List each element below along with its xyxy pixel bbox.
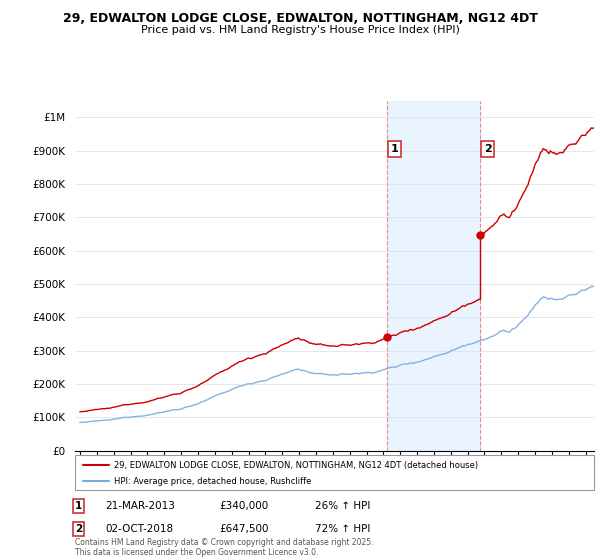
- Text: Price paid vs. HM Land Registry's House Price Index (HPI): Price paid vs. HM Land Registry's House …: [140, 25, 460, 35]
- Text: 26% ↑ HPI: 26% ↑ HPI: [315, 501, 370, 511]
- Text: £340,000: £340,000: [219, 501, 268, 511]
- Text: Contains HM Land Registry data © Crown copyright and database right 2025.
This d: Contains HM Land Registry data © Crown c…: [75, 538, 373, 557]
- Text: £647,500: £647,500: [219, 524, 269, 534]
- Text: 2: 2: [75, 524, 82, 534]
- Text: 2: 2: [484, 144, 491, 154]
- Text: 1: 1: [75, 501, 82, 511]
- Bar: [387, 101, 480, 451]
- Text: 02-OCT-2018: 02-OCT-2018: [105, 524, 173, 534]
- Text: 29, EDWALTON LODGE CLOSE, EDWALTON, NOTTINGHAM, NG12 4DT (detached house): 29, EDWALTON LODGE CLOSE, EDWALTON, NOTT…: [114, 460, 478, 469]
- Text: 29, EDWALTON LODGE CLOSE, EDWALTON, NOTTINGHAM, NG12 4DT: 29, EDWALTON LODGE CLOSE, EDWALTON, NOTT…: [62, 12, 538, 25]
- Text: HPI: Average price, detached house, Rushcliffe: HPI: Average price, detached house, Rush…: [114, 477, 311, 486]
- Text: 1: 1: [391, 144, 398, 154]
- Text: 72% ↑ HPI: 72% ↑ HPI: [315, 524, 370, 534]
- Text: 21-MAR-2013: 21-MAR-2013: [105, 501, 175, 511]
